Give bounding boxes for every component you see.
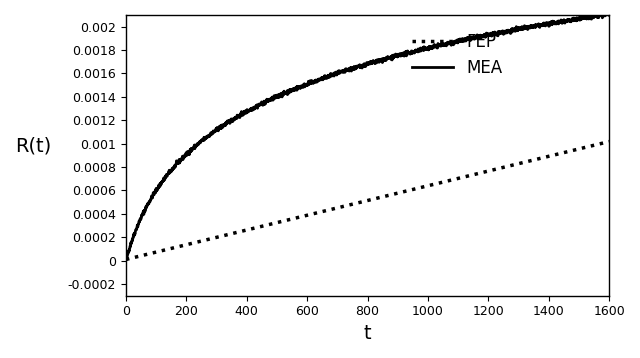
MEA [357, 63, 365, 67]
Legend: FEP, MEA: FEP, MEA [405, 26, 509, 84]
MEA [122, 258, 130, 262]
MEA [344, 68, 352, 72]
X-axis label: t: t [364, 324, 371, 343]
MEA [591, 14, 599, 19]
FEP [605, 139, 613, 144]
MEA [595, 10, 603, 15]
FEP [122, 257, 130, 262]
MEA [502, 29, 510, 33]
MEA [591, 14, 598, 18]
MEA [605, 13, 613, 17]
FEP [344, 203, 352, 207]
FEP [502, 164, 510, 169]
FEP [591, 143, 599, 147]
FEP [591, 143, 598, 147]
FEP [357, 200, 365, 204]
MEA [147, 198, 154, 202]
Y-axis label: R(t): R(t) [15, 136, 51, 155]
FEP [147, 251, 154, 256]
Line: MEA: MEA [126, 13, 609, 260]
Line: FEP: FEP [126, 141, 609, 260]
